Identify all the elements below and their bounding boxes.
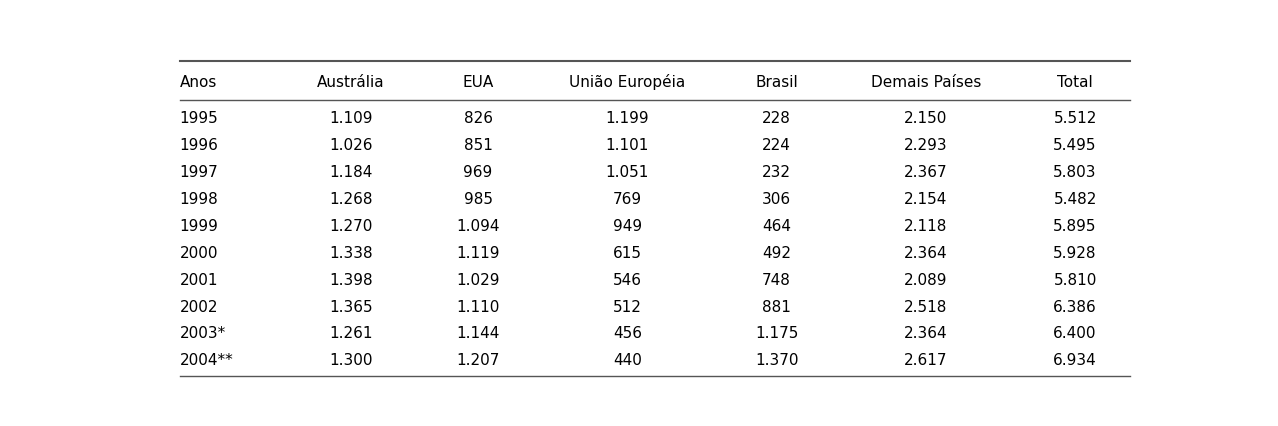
Text: EUA: EUA (463, 75, 493, 90)
Text: 2.367: 2.367 (904, 165, 948, 180)
Text: 440: 440 (613, 353, 642, 368)
Text: 546: 546 (613, 273, 642, 288)
Text: 5.895: 5.895 (1053, 219, 1097, 234)
Text: 881: 881 (762, 299, 791, 314)
Text: 232: 232 (762, 165, 791, 180)
Text: 306: 306 (762, 192, 791, 207)
Text: 1995: 1995 (179, 111, 219, 126)
Text: 769: 769 (612, 192, 642, 207)
Text: 1.199: 1.199 (606, 111, 649, 126)
Text: 1.184: 1.184 (330, 165, 373, 180)
Text: 5.810: 5.810 (1053, 273, 1097, 288)
Text: 5.482: 5.482 (1053, 192, 1097, 207)
Text: 224: 224 (762, 138, 791, 153)
Text: 1.370: 1.370 (755, 353, 799, 368)
Text: 2.154: 2.154 (904, 192, 947, 207)
Text: Brasil: Brasil (755, 75, 797, 90)
Text: Austrália: Austrália (317, 75, 385, 90)
Text: Total: Total (1057, 75, 1093, 90)
Text: 1996: 1996 (179, 138, 219, 153)
Text: 2.364: 2.364 (904, 326, 948, 341)
Text: 2.089: 2.089 (904, 273, 947, 288)
Text: 985: 985 (464, 192, 492, 207)
Text: 5.495: 5.495 (1053, 138, 1097, 153)
Text: 6.386: 6.386 (1053, 299, 1097, 314)
Text: 826: 826 (464, 111, 492, 126)
Text: 851: 851 (464, 138, 492, 153)
Text: 1.110: 1.110 (456, 299, 500, 314)
Text: 969: 969 (464, 165, 493, 180)
Text: 6.400: 6.400 (1053, 326, 1097, 341)
Text: 748: 748 (762, 273, 791, 288)
Text: 1.338: 1.338 (330, 246, 373, 261)
Text: 2000: 2000 (179, 246, 219, 261)
Text: 2.150: 2.150 (904, 111, 947, 126)
Text: 1.268: 1.268 (330, 192, 373, 207)
Text: 1.144: 1.144 (456, 326, 500, 341)
Text: 1.101: 1.101 (606, 138, 649, 153)
Text: 1.261: 1.261 (330, 326, 373, 341)
Text: 2.364: 2.364 (904, 246, 948, 261)
Text: 949: 949 (612, 219, 642, 234)
Text: 1.300: 1.300 (330, 353, 373, 368)
Text: 228: 228 (762, 111, 791, 126)
Text: 1.029: 1.029 (456, 273, 500, 288)
Text: 1.175: 1.175 (755, 326, 799, 341)
Text: Anos: Anos (179, 75, 217, 90)
Text: 5.803: 5.803 (1053, 165, 1097, 180)
Text: 2.617: 2.617 (904, 353, 947, 368)
Text: União Européia: União Européia (569, 75, 685, 90)
Text: 456: 456 (613, 326, 642, 341)
Text: 1997: 1997 (179, 165, 219, 180)
Text: 1999: 1999 (179, 219, 219, 234)
Text: 2003*: 2003* (179, 326, 226, 341)
Text: 1.051: 1.051 (606, 165, 649, 180)
Text: 464: 464 (762, 219, 791, 234)
Text: 615: 615 (613, 246, 642, 261)
Text: 512: 512 (613, 299, 642, 314)
Text: 1998: 1998 (179, 192, 219, 207)
Text: 2004**: 2004** (179, 353, 234, 368)
Text: Demais Países: Demais Países (870, 75, 982, 90)
Text: 6.934: 6.934 (1053, 353, 1097, 368)
Text: 1.119: 1.119 (456, 246, 500, 261)
Text: 1.270: 1.270 (330, 219, 373, 234)
Text: 2.518: 2.518 (904, 299, 947, 314)
Text: 1.207: 1.207 (456, 353, 500, 368)
Text: 1.094: 1.094 (456, 219, 500, 234)
Text: 2.118: 2.118 (904, 219, 947, 234)
Text: 1.398: 1.398 (330, 273, 373, 288)
Text: 5.928: 5.928 (1053, 246, 1097, 261)
Text: 492: 492 (762, 246, 791, 261)
Text: 1.026: 1.026 (330, 138, 373, 153)
Text: 1.365: 1.365 (330, 299, 373, 314)
Text: 5.512: 5.512 (1053, 111, 1097, 126)
Text: 2001: 2001 (179, 273, 219, 288)
Text: 2.293: 2.293 (904, 138, 948, 153)
Text: 1.109: 1.109 (330, 111, 373, 126)
Text: 2002: 2002 (179, 299, 219, 314)
